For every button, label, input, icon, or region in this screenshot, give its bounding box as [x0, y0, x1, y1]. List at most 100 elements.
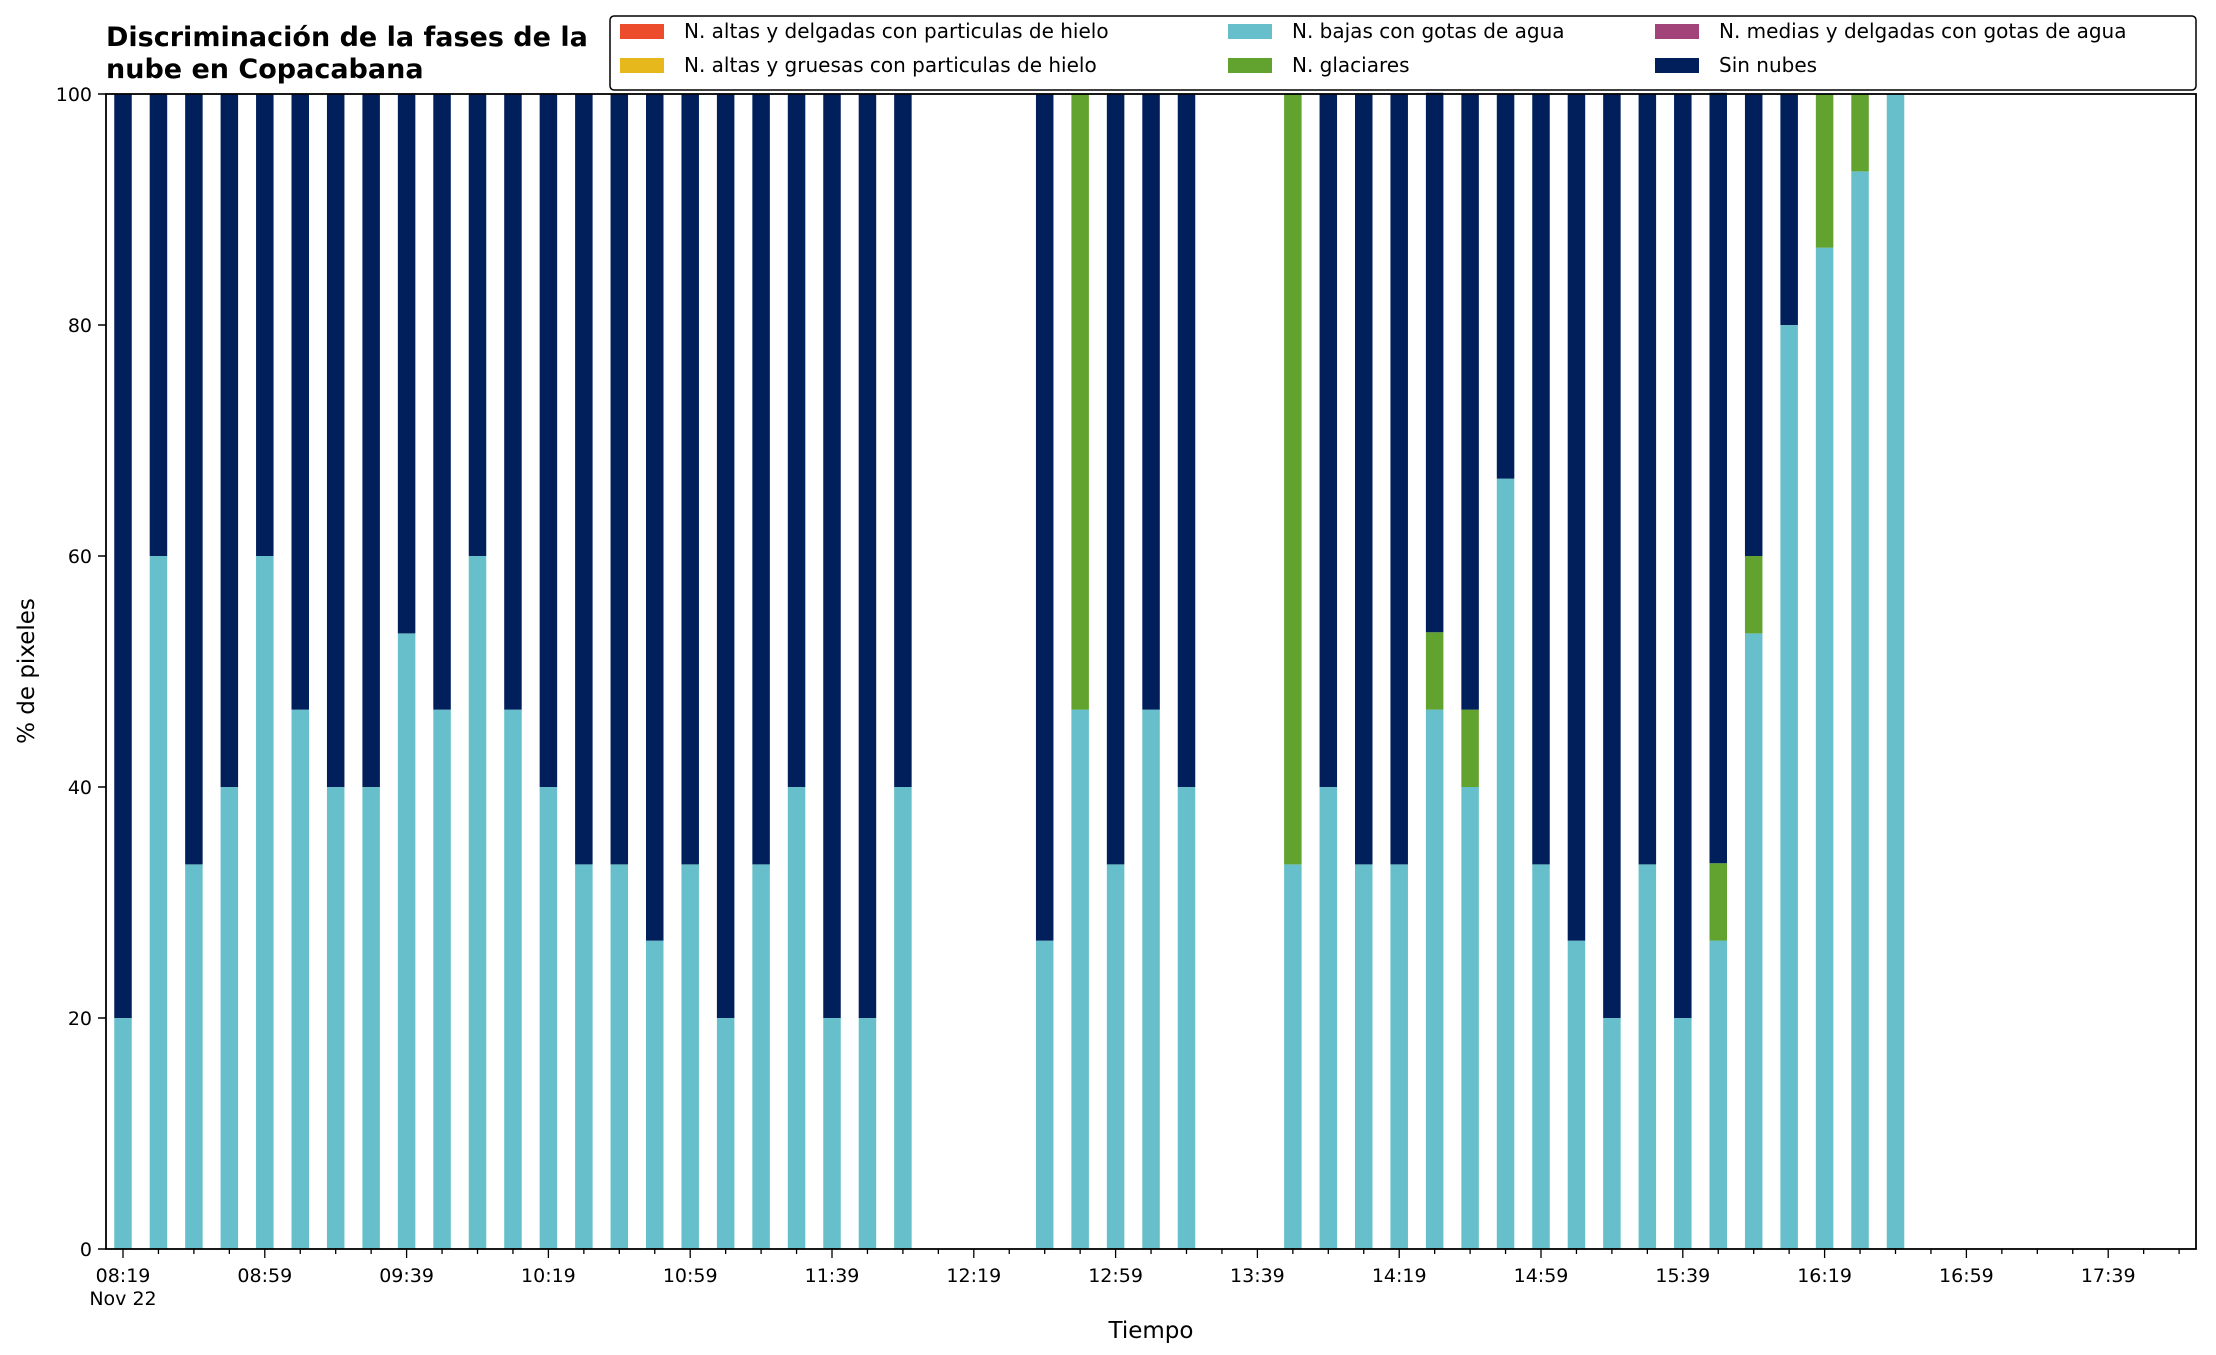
bar-segment [114, 94, 132, 1018]
bar-segment [1461, 787, 1479, 1249]
bar-segment [1425, 92, 1444, 633]
bar-segment [220, 787, 239, 1249]
bar-segment [752, 94, 770, 865]
bar-segment [716, 1018, 735, 1249]
y-tick-label: 0 [80, 1239, 92, 1261]
bar-segment [575, 94, 593, 865]
bar-segment [646, 94, 664, 941]
x-axis-label: Tiempo [1108, 1318, 1194, 1344]
x-tick-label: 14:59 [1514, 1265, 1569, 1287]
bar-segment [858, 94, 877, 1018]
bar-segment [220, 94, 239, 787]
bar-segment [1284, 864, 1302, 1249]
bar-segment [610, 864, 629, 1249]
bar-segment [1567, 940, 1586, 1249]
legend-swatch [620, 58, 664, 73]
y-axis: 0 20 40 60 80 100 [56, 84, 106, 1261]
bar-segment [1815, 247, 1834, 1249]
x-date-label: Nov 22 [89, 1288, 156, 1310]
legend-entry-label: Sin nubes [1719, 53, 1817, 77]
bar-segment [185, 94, 203, 865]
bar-segment [326, 787, 345, 1249]
bar-segment [1496, 94, 1515, 479]
bar-segment [1461, 709, 1479, 787]
bar-segment [823, 1018, 841, 1249]
bar-segment [149, 556, 168, 1249]
x-tick-label: 09:39 [379, 1265, 434, 1287]
y-tick-label: 40 [68, 777, 92, 799]
bar-segment [1071, 709, 1089, 1249]
bar-segment [504, 94, 522, 710]
x-tick-label: 10:59 [663, 1265, 718, 1287]
bar-segment [1674, 1018, 1692, 1249]
x-tick-label: 08:19 [96, 1265, 151, 1287]
bar-segment [1496, 478, 1515, 1249]
bar-segment [1390, 864, 1408, 1249]
y-axis-label: % de pixeles [14, 598, 40, 744]
bar-segment [1709, 863, 1727, 941]
bar-segment [1780, 94, 1798, 325]
x-tick-label: 14:19 [1372, 1265, 1427, 1287]
legend-swatch [620, 24, 664, 39]
x-tick-label: 15:39 [1655, 1265, 1710, 1287]
x-tick-label: 13:39 [1230, 1265, 1285, 1287]
bar-segment [575, 864, 593, 1249]
bar-segment [646, 940, 664, 1249]
x-tick-label: 16:59 [1939, 1265, 1994, 1287]
bar-segment [1142, 709, 1160, 1249]
bar-segment [291, 709, 309, 1249]
bar-segment [894, 787, 912, 1249]
legend-swatch [1655, 24, 1699, 39]
x-tick-label: 11:39 [805, 1265, 860, 1287]
bar-segment [1177, 94, 1196, 787]
bar-segment [468, 556, 487, 1249]
bar-segment [1780, 325, 1798, 1249]
legend-swatch [1228, 58, 1272, 73]
bar-segment [1532, 94, 1550, 865]
bar-segment [539, 787, 558, 1249]
bar-segment [256, 556, 274, 1249]
bar-segment [1603, 1018, 1621, 1249]
bar-segment [1744, 633, 1763, 1249]
legend-box [609, 15, 2197, 91]
bar-segment [1744, 94, 1763, 556]
bar-segment [326, 94, 345, 787]
bar-segment [1035, 94, 1054, 941]
bar-segment [1886, 94, 1905, 1249]
bar-segment [858, 1018, 877, 1249]
bar-segment [787, 94, 806, 787]
x-axis: 08:19 08:59 09:39 10:19 10:59 11:39 12:19 12:59… [89, 1249, 2180, 1310]
y-tick-label: 20 [68, 1008, 92, 1030]
bar-segment [1709, 940, 1727, 1249]
bar-segment [610, 94, 629, 865]
bar-segment [1461, 94, 1479, 710]
x-tick-label: 16:19 [1797, 1265, 1852, 1287]
bar-segment [1319, 94, 1338, 787]
bar-segment [1851, 94, 1869, 172]
bar-segment [291, 94, 309, 710]
bar-segment [1851, 171, 1869, 1249]
bar-segment [823, 94, 841, 1018]
bar-segment [681, 94, 699, 865]
legend-swatch [1655, 58, 1699, 73]
bar-segment [1709, 92, 1727, 864]
bar-segment [787, 787, 806, 1249]
y-tick-label: 80 [68, 315, 92, 337]
bar-segment [114, 1018, 132, 1249]
bar-segment [752, 864, 770, 1249]
bar-segment [362, 787, 380, 1249]
bar-segment [1638, 94, 1657, 865]
bar-segment [1071, 94, 1089, 710]
bar-segment [1638, 864, 1657, 1249]
legend-entry-label: N. altas y delgadas con particulas de hi… [684, 19, 1109, 43]
x-tick-label: 12:59 [1088, 1265, 1143, 1287]
bar-segment [1284, 94, 1302, 865]
bar-segment [681, 864, 699, 1249]
x-tick-label: 08:59 [237, 1265, 292, 1287]
bar-segment [397, 94, 416, 634]
legend-swatch [1228, 24, 1272, 39]
bars-layer [114, 92, 1905, 1249]
bar-segment [504, 709, 522, 1249]
bar-segment [1177, 787, 1196, 1249]
